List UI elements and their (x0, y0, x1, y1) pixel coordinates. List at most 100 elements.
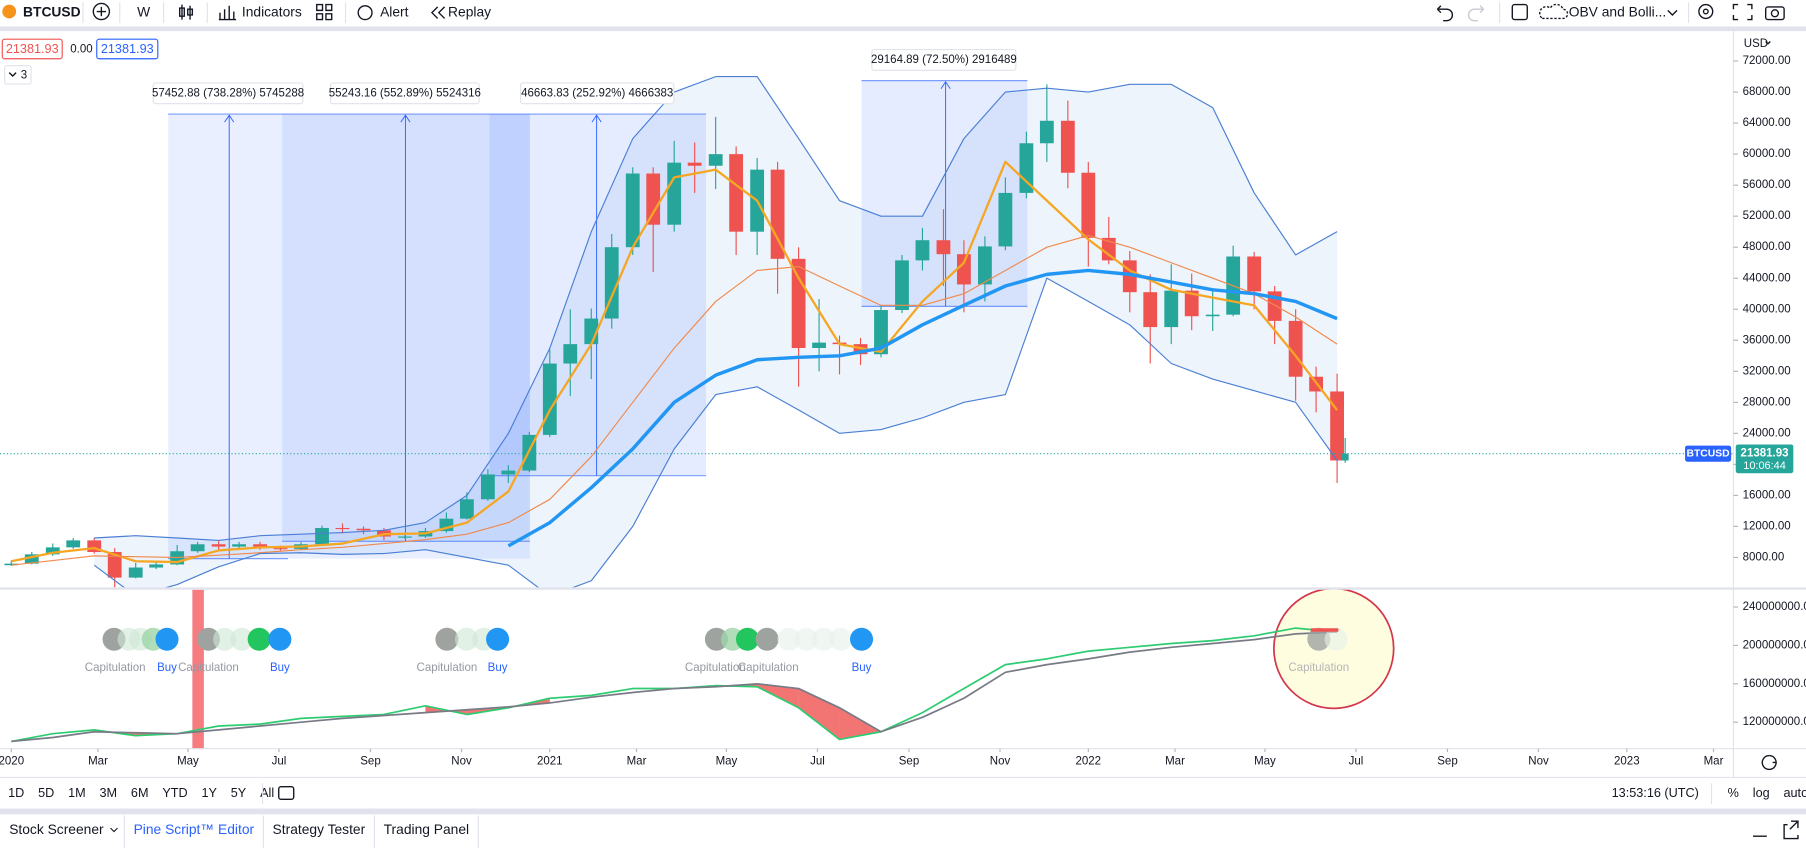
replay-button[interactable]: Replay (448, 3, 491, 19)
currency-label[interactable]: USD (1744, 38, 1768, 50)
indicator-toggle[interactable] (4, 65, 32, 85)
signal-dot (735, 627, 760, 651)
candle-body (687, 162, 702, 166)
signal-label: Capitulation (738, 662, 799, 674)
template-name[interactable]: OBV and Bolli... (1569, 3, 1667, 19)
signal-dot (454, 627, 478, 651)
symbol-icon (2, 4, 17, 19)
signal-dot (794, 627, 818, 651)
x-tick-label: Sep (1437, 755, 1457, 767)
interval[interactable]: W (137, 3, 150, 19)
candle-body (542, 363, 557, 435)
range-button[interactable]: 5D (38, 786, 54, 800)
measure-label: 55243.16 (552.89%) 5524316 (329, 87, 481, 99)
bid-box (1, 38, 63, 60)
candle-body (1330, 391, 1345, 461)
snapshot-button[interactable] (1764, 6, 1785, 21)
candle-body (978, 246, 992, 285)
candle-body (770, 169, 785, 259)
candle-body (66, 540, 81, 548)
indicator-line (94, 76, 1338, 542)
candle-body (128, 567, 143, 578)
redo-button[interactable] (1467, 5, 1484, 22)
candle-body (24, 554, 39, 564)
candle-body (1039, 120, 1054, 144)
indicators-button[interactable]: Indicators (242, 3, 302, 19)
candle-body (729, 154, 744, 232)
scale-option[interactable]: auto (1783, 786, 1806, 800)
candle-body (1205, 314, 1220, 317)
signal-dot (704, 627, 728, 651)
y-tick-label: 200000000.00 (1743, 639, 1806, 651)
range-button[interactable]: All (260, 786, 274, 800)
candle-body (501, 470, 516, 475)
x-tick-label: May (716, 755, 738, 767)
scale-option[interactable]: log (1753, 786, 1770, 800)
tab[interactable]: Stock Screener (9, 821, 104, 837)
y-tick-label: 120000000.00 (1743, 716, 1806, 728)
scale-option[interactable]: % (1728, 786, 1739, 800)
range-button[interactable]: 1Y (201, 786, 217, 800)
obv-fill (839, 707, 881, 740)
measure-label: 29164.89 (72.50%) 2916489 (871, 54, 1017, 66)
symbol-tag-box (1685, 445, 1732, 462)
candle-body (604, 247, 619, 319)
y-tick-label: 160000000.00 (1743, 678, 1806, 690)
maximize-button[interactable] (1783, 820, 1799, 840)
bottom-tabs: Stock Screener Pine Script™ Editor Strateg… (9, 815, 479, 848)
measure-box[interactable] (282, 114, 530, 542)
templates-button[interactable] (316, 3, 333, 21)
axis-settings[interactable] (1761, 754, 1777, 771)
alert-button[interactable]: Alert (380, 3, 409, 19)
signal-dot (812, 627, 836, 651)
currency-menu[interactable] (1765, 40, 1771, 45)
signal-dot (1324, 627, 1348, 651)
y-tick-label: 12000.00 (1743, 520, 1791, 532)
band-fill (94, 76, 1338, 588)
range-button[interactable]: 6M (131, 786, 149, 800)
candle-body (998, 192, 1013, 247)
range-button[interactable]: 5Y (231, 786, 247, 800)
signal-dot (155, 627, 179, 651)
signal-dot (850, 627, 874, 651)
tab-menu[interactable] (110, 827, 118, 833)
range-button[interactable]: 1M (68, 786, 86, 800)
signal-dot (213, 627, 237, 651)
candle-body (149, 564, 164, 568)
x-tick-label: 2023 (1614, 755, 1640, 767)
signal-dot (435, 627, 459, 651)
price-tag-box (1735, 444, 1794, 474)
symbol[interactable]: BTCUSD (23, 3, 81, 19)
measure-label: 46663.83 (252.92%) 4666383 (521, 87, 673, 99)
candle-body (459, 499, 474, 519)
candle-body (1184, 290, 1199, 317)
settings-button[interactable] (1698, 3, 1714, 20)
tab[interactable]: Trading Panel (384, 821, 470, 837)
measure-label-box (520, 82, 675, 105)
range-button[interactable]: 1D (8, 786, 24, 800)
measurement-labels: 57452.88 (738.28%) 5745288 55243.16 (552… (152, 48, 1017, 105)
tab[interactable]: Pine Script™ Editor (134, 821, 255, 837)
measurements (168, 80, 1028, 560)
fullscreen-button[interactable] (1732, 3, 1753, 21)
signals: Capitulation Buy Capitulation Buy Capitulati… (85, 627, 1349, 674)
candle-body (1247, 256, 1262, 292)
candle-body (791, 258, 806, 349)
layout-button[interactable] (1511, 3, 1528, 21)
range-button[interactable]: YTD (162, 786, 187, 800)
signal-dot (268, 627, 292, 651)
candle-body (232, 544, 247, 547)
template-menu[interactable] (1667, 9, 1678, 16)
candle-body (708, 154, 723, 166)
compare-button[interactable] (92, 2, 111, 21)
signal-dot (1307, 627, 1331, 651)
x-tick-label: 2020 (0, 755, 24, 767)
chart-style-button[interactable] (178, 4, 194, 20)
date-range-button[interactable] (278, 785, 295, 801)
tab[interactable]: Strategy Tester (273, 821, 366, 837)
measure-box[interactable] (168, 114, 530, 559)
candle-body (480, 474, 495, 500)
undo-button[interactable] (1436, 5, 1454, 22)
candle-body (356, 528, 371, 531)
range-button[interactable]: 3M (99, 786, 117, 800)
